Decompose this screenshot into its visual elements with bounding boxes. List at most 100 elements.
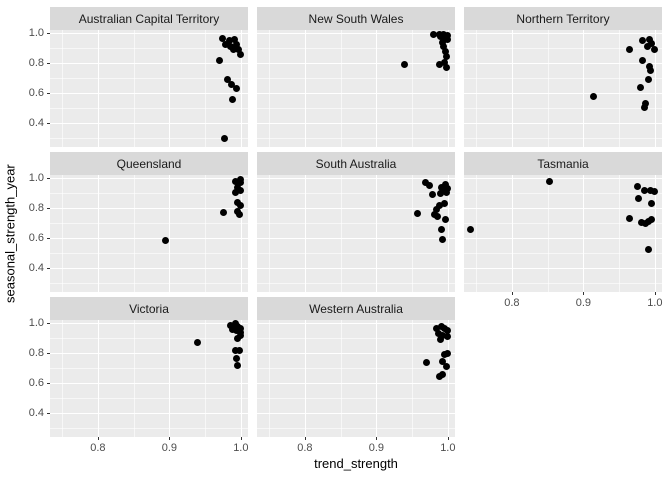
y-tick-label: 0.6 [28, 87, 44, 100]
data-point [237, 178, 245, 186]
gridline-y-major [50, 413, 248, 415]
data-point [226, 322, 234, 330]
data-point [442, 189, 450, 197]
data-point [637, 219, 645, 227]
gridline-x-minor [412, 30, 414, 147]
data-point [647, 67, 655, 75]
facet-strip-new-south-wales: New South Wales [257, 7, 455, 30]
data-point [589, 93, 597, 101]
gridline-x-minor [476, 30, 478, 147]
gridline-x-minor [62, 30, 64, 147]
gridline-y-major [257, 323, 455, 325]
data-point [639, 56, 647, 64]
gridline-x-major [583, 175, 585, 292]
gridline-x-minor [205, 320, 207, 437]
data-point [235, 347, 243, 355]
gridline-y-minor [257, 193, 455, 195]
gridline-x-minor [619, 30, 621, 147]
data-point [436, 61, 444, 69]
gridline-y-major [464, 208, 662, 210]
data-point [436, 373, 444, 381]
x-tick-label: 1.0 [440, 442, 456, 454]
gridline-y-minor [257, 253, 455, 255]
gridline-x-major [511, 175, 513, 292]
data-point [648, 215, 656, 223]
y-tick-label: 0.8 [28, 57, 44, 70]
data-point [422, 179, 430, 187]
gridline-y-minor [464, 48, 662, 50]
data-point [433, 213, 441, 221]
gridline-y-minor [257, 398, 455, 400]
gridline-y-minor [257, 368, 455, 370]
y-tick-label: 0.6 [28, 377, 44, 390]
gridline-x-minor [269, 175, 271, 292]
gridline-y-major [50, 178, 248, 180]
gridline-x-minor [412, 320, 414, 437]
gridline-y-major [257, 383, 455, 385]
gridline-x-major [304, 30, 306, 147]
y-tick-label: 1.0 [28, 172, 44, 185]
data-point [436, 201, 444, 209]
gridline-y-minor [50, 48, 248, 50]
data-point [232, 178, 240, 186]
gridline-y-minor [50, 338, 248, 340]
data-point [641, 187, 649, 195]
gridline-x-major [97, 30, 99, 147]
gridline-y-major [257, 63, 455, 65]
y-tick-mark [47, 268, 50, 270]
data-point [215, 57, 223, 65]
y-tick-label: 0.4 [28, 262, 44, 275]
gridline-y-minor [257, 338, 455, 340]
data-point [220, 209, 228, 217]
x-tick-mark [169, 437, 171, 440]
data-point [235, 210, 243, 218]
gridline-y-minor [50, 193, 248, 195]
gridline-y-major [257, 33, 455, 35]
data-point [432, 324, 440, 332]
data-point [444, 36, 452, 44]
data-point [441, 59, 449, 67]
data-point [437, 33, 445, 41]
gridline-y-major [257, 123, 455, 125]
x-tick-label: 0.8 [90, 442, 106, 454]
y-tick-mark [47, 208, 50, 210]
gridline-x-major [447, 320, 449, 437]
gridline-y-minor [50, 108, 248, 110]
x-tick-label: 0.9 [161, 442, 177, 454]
gridline-y-major [50, 93, 248, 95]
data-point [233, 40, 241, 48]
data-point [639, 37, 647, 45]
gridline-y-major [50, 33, 248, 35]
gridline-x-major [654, 30, 656, 147]
gridline-y-major [464, 33, 662, 35]
data-point [426, 181, 434, 189]
data-point [646, 63, 654, 71]
data-point [222, 40, 230, 48]
data-point [193, 339, 201, 347]
gridline-x-major [654, 175, 656, 292]
facet-panel-australian-capital-territory [50, 30, 248, 147]
gridline-x-major [304, 320, 306, 437]
gridline-x-major [447, 175, 449, 292]
gridline-y-major [50, 63, 248, 65]
x-axis-title: trend_strength [314, 456, 398, 471]
data-point [228, 80, 236, 88]
data-point [546, 178, 554, 186]
data-point [234, 334, 242, 342]
data-point [642, 219, 650, 227]
gridline-x-major [97, 320, 99, 437]
gridline-x-major [97, 175, 99, 292]
data-point [232, 189, 240, 197]
y-tick-label: 0.8 [28, 347, 44, 360]
y-tick-mark [47, 353, 50, 355]
gridline-y-minor [257, 283, 455, 285]
gridline-y-minor [464, 108, 662, 110]
gridline-x-major [376, 30, 378, 147]
data-point [442, 48, 450, 56]
facet-strip-victoria: Victoria [50, 297, 248, 320]
data-point [637, 83, 645, 91]
gridline-y-major [257, 178, 455, 180]
gridline-y-minor [257, 223, 455, 225]
data-point [437, 336, 445, 344]
data-point [646, 35, 654, 43]
